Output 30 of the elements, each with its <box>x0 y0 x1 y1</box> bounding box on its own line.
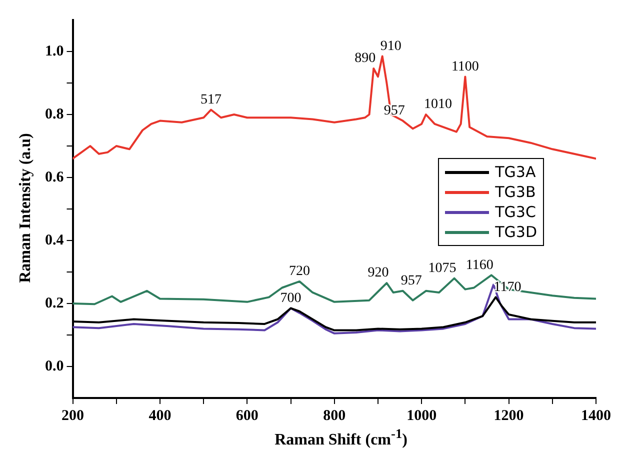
annotation: 957 <box>400 274 422 289</box>
x-tick-label: 1400 <box>581 408 611 424</box>
annotation: 920 <box>368 266 389 281</box>
legend-label: TG3D <box>495 222 537 242</box>
y-tick-label: 0.0 <box>45 358 64 374</box>
annotation: 890 <box>354 51 376 66</box>
x-tick-label: 800 <box>323 408 346 424</box>
annotation: 910 <box>380 38 402 54</box>
y-axis-title: Raman Intensity (a.u) <box>17 133 35 283</box>
annotation: 517 <box>200 92 222 108</box>
x-tick-label: 1000 <box>406 408 437 424</box>
legend-label: TG3B <box>495 182 536 202</box>
annotation: 1100 <box>451 59 479 74</box>
annotation: 1075 <box>428 260 456 276</box>
x-tick-label: 400 <box>148 408 172 424</box>
legend-label: TG3A <box>495 162 536 182</box>
legend-label: TG3C <box>495 202 536 222</box>
x-tick-label: 200 <box>62 408 84 424</box>
y-tick-label: 1.0 <box>45 43 64 60</box>
annotation: 720 <box>288 264 310 280</box>
annotation: 700 <box>280 290 302 306</box>
y-tick-label: 0.4 <box>45 232 64 248</box>
x-tick-label: 1200 <box>494 408 524 424</box>
y-tick-label: 0.2 <box>45 295 64 312</box>
annotation: 1010 <box>424 97 452 112</box>
y-tick-label: 0.6 <box>45 169 64 186</box>
x-tick-label: 600 <box>236 408 258 424</box>
x-axis-title: Raman Shift (cm$^{-1}$) <box>274 426 408 450</box>
y-tick-label: 0.8 <box>45 106 64 122</box>
annotation: 1160 <box>466 258 494 273</box>
